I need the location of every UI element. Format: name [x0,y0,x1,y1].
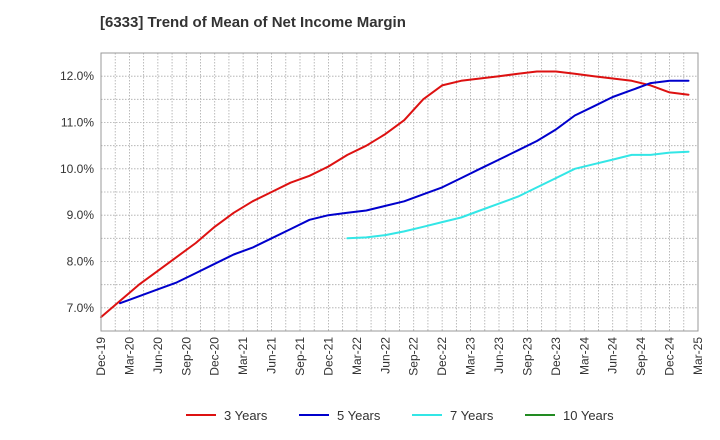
x-tick-label: Sep-21 [293,337,307,376]
series-line-7-years [346,150,690,240]
x-tick-label: Jun-24 [606,337,620,374]
x-tick-label: Dec-22 [435,337,449,376]
x-tick-label: Jun-23 [492,337,506,374]
y-tick-label: 9.0% [67,208,95,222]
x-tick-label: Sep-20 [179,337,193,376]
x-tick-label: Dec-20 [208,337,222,376]
x-tick-label: Sep-23 [520,337,534,376]
y-tick-label: 12.0% [60,69,94,83]
x-tick-label: Mar-24 [577,337,591,375]
chart-title: [6333] Trend of Mean of Net Income Margi… [100,14,406,31]
legend-label: 7 Years [450,408,494,423]
x-tick-label: Jun-21 [265,337,279,374]
y-axis-ticks: 7.0% 8.0% 9.0% 10.0% 11.0% 12.0% [60,69,94,315]
x-tick-label: Dec-24 [663,337,677,376]
x-tick-label: Mar-22 [350,337,364,375]
series-line-5-years [119,79,690,305]
y-tick-label: 8.0% [67,255,95,269]
legend-label: 3 Years [224,408,268,423]
x-tick-label: Sep-24 [634,337,648,376]
series-line-3-years [100,70,690,319]
legend: 3 Years 5 Years 7 Years 10 Years [186,408,614,423]
x-tick-label: Mar-20 [122,337,136,375]
y-tick-label: 10.0% [60,162,94,176]
x-tick-label: Dec-21 [321,337,335,376]
x-tick-label: Mar-23 [464,337,478,375]
x-axis-ticks: Dec-19 Mar-20 Jun-20 Sep-20 Dec-20 Mar-21 Jun-… [94,337,705,376]
x-tick-label: Jun-22 [378,337,392,374]
x-tick-label: Dec-19 [94,337,108,376]
x-tick-label: Mar-25 [691,337,705,375]
plot-border [100,52,699,332]
y-tick-label: 7.0% [67,301,95,315]
x-tick-label: Dec-23 [549,337,563,376]
x-tick-label: Sep-22 [407,337,421,376]
y-tick-label: 11.0% [61,116,94,130]
x-tick-label: Jun-20 [151,337,165,374]
legend-label: 10 Years [563,408,614,423]
x-tick-label: Mar-21 [236,337,250,375]
series-lines [100,70,690,319]
legend-label: 5 Years [337,408,381,423]
